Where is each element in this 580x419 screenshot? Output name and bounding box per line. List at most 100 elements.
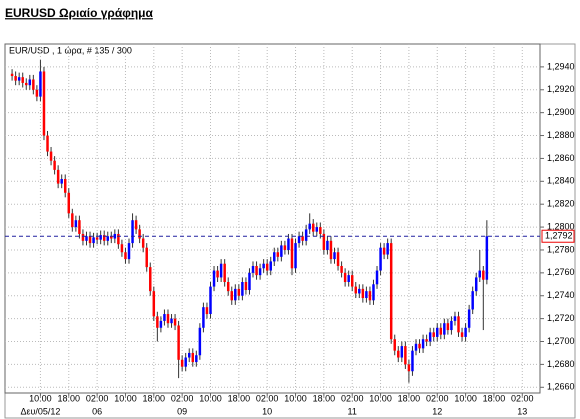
candle-body xyxy=(159,320,163,328)
candle-body xyxy=(382,247,386,255)
candle-body xyxy=(124,252,127,260)
candle-body xyxy=(78,220,81,234)
candle-body xyxy=(389,243,393,340)
candle-body xyxy=(223,263,226,283)
candle-body xyxy=(25,82,28,86)
y-tick-label: 1,2740 xyxy=(547,290,575,300)
candle-body xyxy=(234,288,237,301)
candle-body xyxy=(329,240,333,260)
candle-body xyxy=(372,284,375,301)
candle-body xyxy=(460,332,464,337)
x-tick-label: 10:00 xyxy=(114,393,137,403)
candle-body xyxy=(81,233,85,241)
candle-body xyxy=(251,265,255,273)
candle-body xyxy=(354,286,358,294)
candle-body xyxy=(180,359,184,367)
candle-body xyxy=(457,316,460,333)
candle-body xyxy=(471,291,474,310)
y-tick-label: 1,2900 xyxy=(547,107,575,117)
y-tick-label: 1,2820 xyxy=(547,199,575,209)
x-tick-label: 10:00 xyxy=(454,393,477,403)
candle-body xyxy=(262,263,265,269)
candle-body xyxy=(414,343,418,351)
candle-body xyxy=(375,270,379,285)
candle-body xyxy=(131,220,134,244)
candle-body xyxy=(290,238,294,269)
y-tick-label: 1,2720 xyxy=(547,313,575,323)
x-tick-label: 18:00 xyxy=(143,393,166,403)
x-tick-label: 18:00 xyxy=(228,393,251,403)
candle-body xyxy=(138,229,141,239)
candle-body xyxy=(127,243,131,260)
candle-body xyxy=(209,286,212,315)
candle-body xyxy=(478,270,482,278)
candle-body xyxy=(152,291,156,317)
candle-body xyxy=(216,270,219,278)
x-tick-label: 10:00 xyxy=(284,393,307,403)
candle-body xyxy=(432,332,435,337)
candle-body xyxy=(425,339,428,342)
candle-body xyxy=(255,265,258,276)
candle-body xyxy=(92,237,95,244)
y-tick-label: 1,2920 xyxy=(547,84,575,94)
candle-body xyxy=(269,261,272,271)
candle-body xyxy=(273,252,276,262)
candle-body xyxy=(248,272,251,291)
candle-body xyxy=(358,288,361,294)
candle-body xyxy=(17,77,21,81)
last-price-label: 1,2792 xyxy=(545,231,573,241)
y-tick-label: 1,2680 xyxy=(547,359,575,369)
y-tick-label: 1,2700 xyxy=(547,336,575,346)
candle-body xyxy=(467,309,471,328)
candle-body xyxy=(99,235,102,240)
date-tick-label: 13 xyxy=(517,406,527,416)
x-tick-label: 18:00 xyxy=(58,393,81,403)
candle-body xyxy=(49,151,53,161)
candle-body xyxy=(39,71,42,97)
y-tick-label: 1,2840 xyxy=(547,176,575,186)
candle-body xyxy=(464,327,467,337)
date-tick-label: Δευ/05/12 xyxy=(20,406,60,416)
y-tick-label: 1,2880 xyxy=(547,130,575,140)
candle-body xyxy=(205,307,209,315)
x-tick-label: 18:00 xyxy=(398,393,421,403)
candle-body xyxy=(446,323,450,331)
candle-body xyxy=(297,236,301,244)
candle-body xyxy=(156,316,159,328)
date-tick-label: 12 xyxy=(432,406,442,416)
y-tick-label: 1,2660 xyxy=(547,382,575,392)
candle-body xyxy=(56,169,60,184)
y-tick-label: 1,2760 xyxy=(547,267,575,277)
candle-body xyxy=(294,243,297,269)
x-tick-label: 10:00 xyxy=(29,393,52,403)
candle-body xyxy=(404,346,407,365)
candle-body xyxy=(134,220,138,230)
candle-body xyxy=(276,252,280,257)
candle-body xyxy=(202,307,205,328)
candle-body xyxy=(428,332,432,342)
candle-body xyxy=(67,192,71,214)
candle-body xyxy=(173,318,177,326)
candle-body xyxy=(95,237,99,240)
x-tick-label: 10:00 xyxy=(199,393,222,403)
x-tick-label: 02:00 xyxy=(426,393,449,403)
candle-body xyxy=(198,327,202,356)
candle-body xyxy=(322,233,326,250)
date-tick-label: 09 xyxy=(177,406,187,416)
y-tick-label: 1,2800 xyxy=(547,221,575,231)
candle-body xyxy=(163,314,166,321)
candle-body xyxy=(443,323,446,335)
candle-body xyxy=(421,339,425,349)
chart-frame xyxy=(4,43,576,419)
candle-body xyxy=(212,270,216,287)
candle-body xyxy=(32,79,35,90)
x-tick-label: 02:00 xyxy=(256,393,279,403)
candle-body xyxy=(226,282,230,292)
candle-body xyxy=(166,314,170,324)
candle-body xyxy=(361,288,365,299)
candle-body xyxy=(439,327,443,335)
candle-body xyxy=(46,135,49,152)
x-tick-label: 18:00 xyxy=(313,393,336,403)
